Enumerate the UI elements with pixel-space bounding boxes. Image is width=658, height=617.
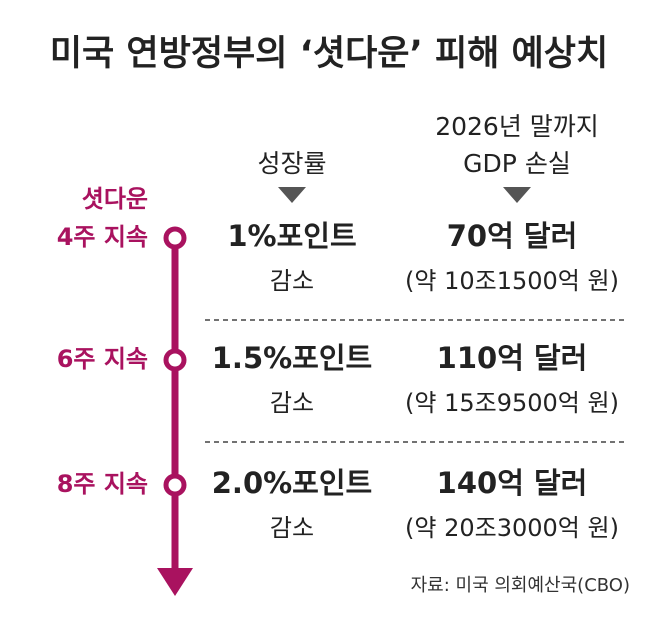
loss-value: 70억 달러 [447, 219, 578, 253]
timeline-node [163, 348, 187, 372]
timeline-node [163, 473, 187, 497]
timeline-label: 셧다운 [82, 185, 148, 213]
row-label: 4주 지속 [57, 223, 148, 251]
header-arrow [503, 187, 531, 203]
growth-value: 1.5%포인트 [212, 341, 372, 375]
loss-value: 110억 달러 [437, 341, 588, 375]
timeline-arrow [157, 568, 193, 596]
growth-note: 감소 [270, 514, 314, 542]
title: 미국 연방정부의 ‘셧다운’ 피해 예상치 [50, 34, 608, 74]
growth-note: 감소 [270, 267, 314, 295]
column-header: 성장률 [257, 149, 326, 178]
column-header: GDP 손실 [463, 149, 571, 178]
source: 자료: 미국 의회예산국(CBO) [411, 575, 630, 596]
growth-value: 2.0%포인트 [212, 466, 372, 500]
growth-note: 감소 [270, 389, 314, 417]
column-header: 2026년 말까지 [435, 112, 599, 141]
row-label: 6주 지속 [57, 345, 148, 373]
loss-note: (약 15조9500억 원) [405, 389, 619, 417]
loss-note: (약 10조1500억 원) [405, 267, 619, 295]
row-label: 8주 지속 [57, 470, 148, 498]
loss-value: 140억 달러 [437, 466, 588, 500]
growth-value: 1%포인트 [227, 219, 356, 253]
header-arrow [278, 187, 306, 203]
loss-note: (약 20조3000억 원) [405, 514, 619, 542]
timeline-node [163, 226, 187, 250]
